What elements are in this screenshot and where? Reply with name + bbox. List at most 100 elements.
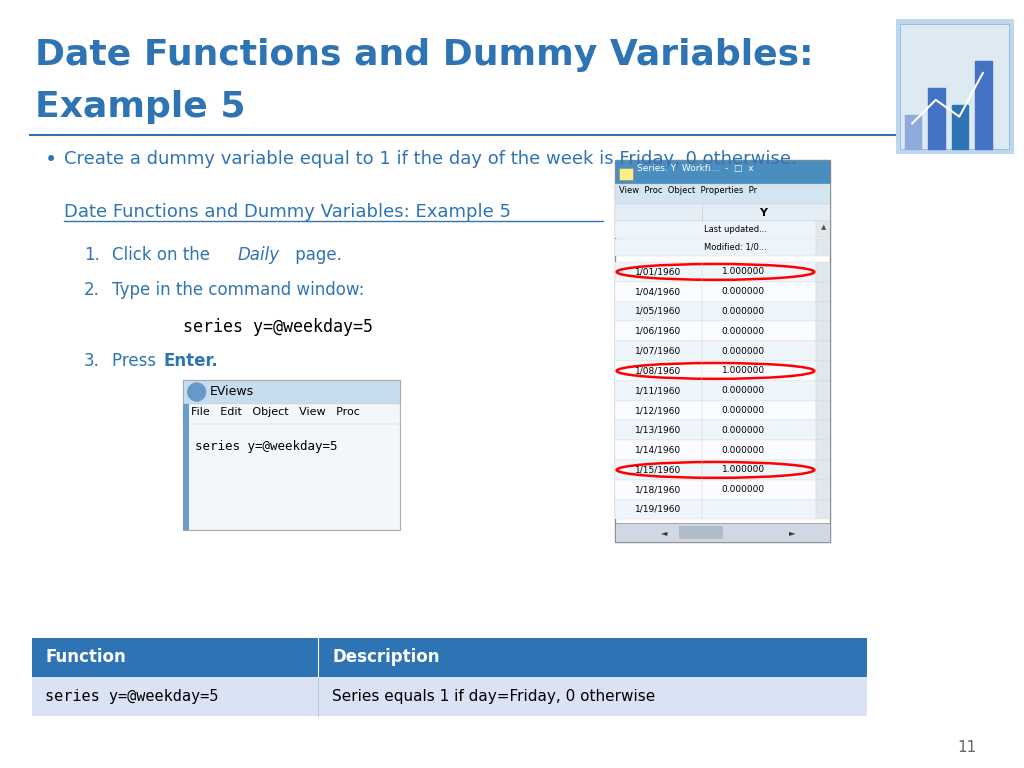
Text: View  Proc  Object  Properties  Pr: View Proc Object Properties Pr (618, 186, 757, 195)
Text: Click on the: Click on the (112, 246, 215, 264)
FancyBboxPatch shape (32, 677, 866, 716)
Text: 0.000000: 0.000000 (722, 287, 765, 296)
FancyBboxPatch shape (614, 523, 830, 542)
Text: 1/01/1960: 1/01/1960 (635, 267, 681, 276)
FancyBboxPatch shape (816, 381, 830, 401)
Text: 1/14/1960: 1/14/1960 (635, 445, 681, 455)
Text: 1/12/1960: 1/12/1960 (635, 406, 681, 415)
FancyBboxPatch shape (816, 480, 830, 500)
FancyBboxPatch shape (614, 160, 830, 184)
Text: 0.000000: 0.000000 (722, 307, 765, 316)
FancyBboxPatch shape (614, 282, 816, 302)
FancyBboxPatch shape (816, 361, 830, 381)
Text: Daily: Daily (238, 246, 280, 264)
FancyBboxPatch shape (614, 480, 816, 500)
FancyBboxPatch shape (614, 184, 830, 204)
Text: 1/07/1960: 1/07/1960 (635, 346, 681, 356)
Text: 3.: 3. (84, 352, 100, 370)
FancyBboxPatch shape (183, 380, 400, 530)
FancyBboxPatch shape (614, 381, 816, 401)
Text: page.: page. (290, 246, 341, 264)
Text: 1/15/1960: 1/15/1960 (635, 465, 681, 475)
FancyBboxPatch shape (614, 262, 816, 282)
Text: Enter.: Enter. (163, 352, 218, 370)
Text: series y=@weekday=5: series y=@weekday=5 (45, 689, 219, 704)
Text: 1/06/1960: 1/06/1960 (635, 327, 681, 336)
Bar (929, 88, 944, 148)
Text: 0.000000: 0.000000 (722, 485, 765, 494)
Text: Series equals 1 if day=Friday, 0 otherwise: Series equals 1 if day=Friday, 0 otherwi… (332, 689, 655, 704)
Text: Date Functions and Dummy Variables: Example 5: Date Functions and Dummy Variables: Exam… (65, 203, 511, 221)
Text: •: • (44, 150, 56, 170)
Text: Example 5: Example 5 (35, 90, 245, 124)
FancyBboxPatch shape (614, 160, 830, 542)
FancyBboxPatch shape (896, 19, 1014, 154)
Text: EViews: EViews (210, 385, 254, 398)
Text: 0.000000: 0.000000 (722, 386, 765, 396)
Text: 0.000000: 0.000000 (722, 346, 765, 356)
Text: 0.000000: 0.000000 (722, 327, 765, 336)
FancyBboxPatch shape (816, 239, 830, 256)
FancyBboxPatch shape (614, 302, 816, 321)
FancyBboxPatch shape (614, 221, 816, 238)
FancyBboxPatch shape (183, 404, 400, 424)
Text: series y=@weekday=5: series y=@weekday=5 (183, 318, 373, 336)
Text: 1.000000: 1.000000 (722, 267, 765, 276)
Text: 1/04/1960: 1/04/1960 (635, 287, 681, 296)
FancyBboxPatch shape (816, 262, 830, 282)
Text: Function: Function (45, 648, 126, 667)
FancyBboxPatch shape (816, 500, 830, 519)
FancyBboxPatch shape (816, 341, 830, 361)
FancyBboxPatch shape (816, 282, 830, 302)
Text: Press: Press (112, 352, 161, 370)
FancyBboxPatch shape (183, 404, 188, 530)
FancyBboxPatch shape (614, 321, 816, 341)
Circle shape (187, 383, 206, 401)
Bar (976, 61, 991, 148)
FancyBboxPatch shape (614, 204, 830, 221)
FancyBboxPatch shape (900, 25, 1010, 148)
FancyBboxPatch shape (679, 526, 723, 539)
FancyBboxPatch shape (614, 420, 816, 440)
Text: 1.000000: 1.000000 (722, 465, 765, 475)
Text: Type in the command window:: Type in the command window: (112, 281, 365, 299)
Text: 1/11/1960: 1/11/1960 (635, 386, 681, 396)
FancyBboxPatch shape (614, 401, 816, 420)
Text: 1/18/1960: 1/18/1960 (635, 485, 681, 494)
FancyBboxPatch shape (614, 460, 816, 480)
Text: 1/13/1960: 1/13/1960 (635, 425, 681, 435)
FancyBboxPatch shape (816, 440, 830, 460)
Text: 1/19/1960: 1/19/1960 (635, 505, 681, 514)
Text: Last updated...: Last updated... (703, 225, 767, 234)
FancyBboxPatch shape (614, 440, 816, 460)
Bar (905, 115, 921, 148)
Text: ▲: ▲ (820, 224, 826, 230)
Text: Date Functions and Dummy Variables:: Date Functions and Dummy Variables: (35, 38, 813, 72)
Text: Description: Description (332, 648, 439, 667)
FancyBboxPatch shape (816, 221, 830, 238)
FancyBboxPatch shape (614, 361, 816, 381)
Text: 1.000000: 1.000000 (722, 366, 765, 376)
Text: Series: Y  Workfi...  -  □  x: Series: Y Workfi... - □ x (637, 164, 754, 173)
Text: 0.000000: 0.000000 (722, 425, 765, 435)
Text: 2.: 2. (84, 281, 100, 299)
Bar (952, 105, 968, 148)
FancyBboxPatch shape (614, 239, 816, 256)
FancyBboxPatch shape (816, 420, 830, 440)
Text: 11: 11 (957, 740, 977, 755)
Text: ◄: ◄ (660, 528, 668, 537)
FancyBboxPatch shape (816, 401, 830, 420)
FancyBboxPatch shape (618, 168, 634, 180)
Text: Y: Y (759, 207, 767, 217)
FancyBboxPatch shape (614, 500, 816, 519)
Text: Modified: 1/0...: Modified: 1/0... (703, 243, 766, 252)
Text: 0.000000: 0.000000 (722, 406, 765, 415)
FancyBboxPatch shape (183, 380, 400, 404)
Text: 1/05/1960: 1/05/1960 (635, 307, 681, 316)
Text: series y=@weekday=5: series y=@weekday=5 (195, 440, 337, 453)
FancyBboxPatch shape (614, 341, 816, 361)
FancyBboxPatch shape (816, 460, 830, 480)
FancyBboxPatch shape (816, 321, 830, 341)
FancyBboxPatch shape (816, 302, 830, 321)
Text: 1/08/1960: 1/08/1960 (635, 366, 681, 376)
